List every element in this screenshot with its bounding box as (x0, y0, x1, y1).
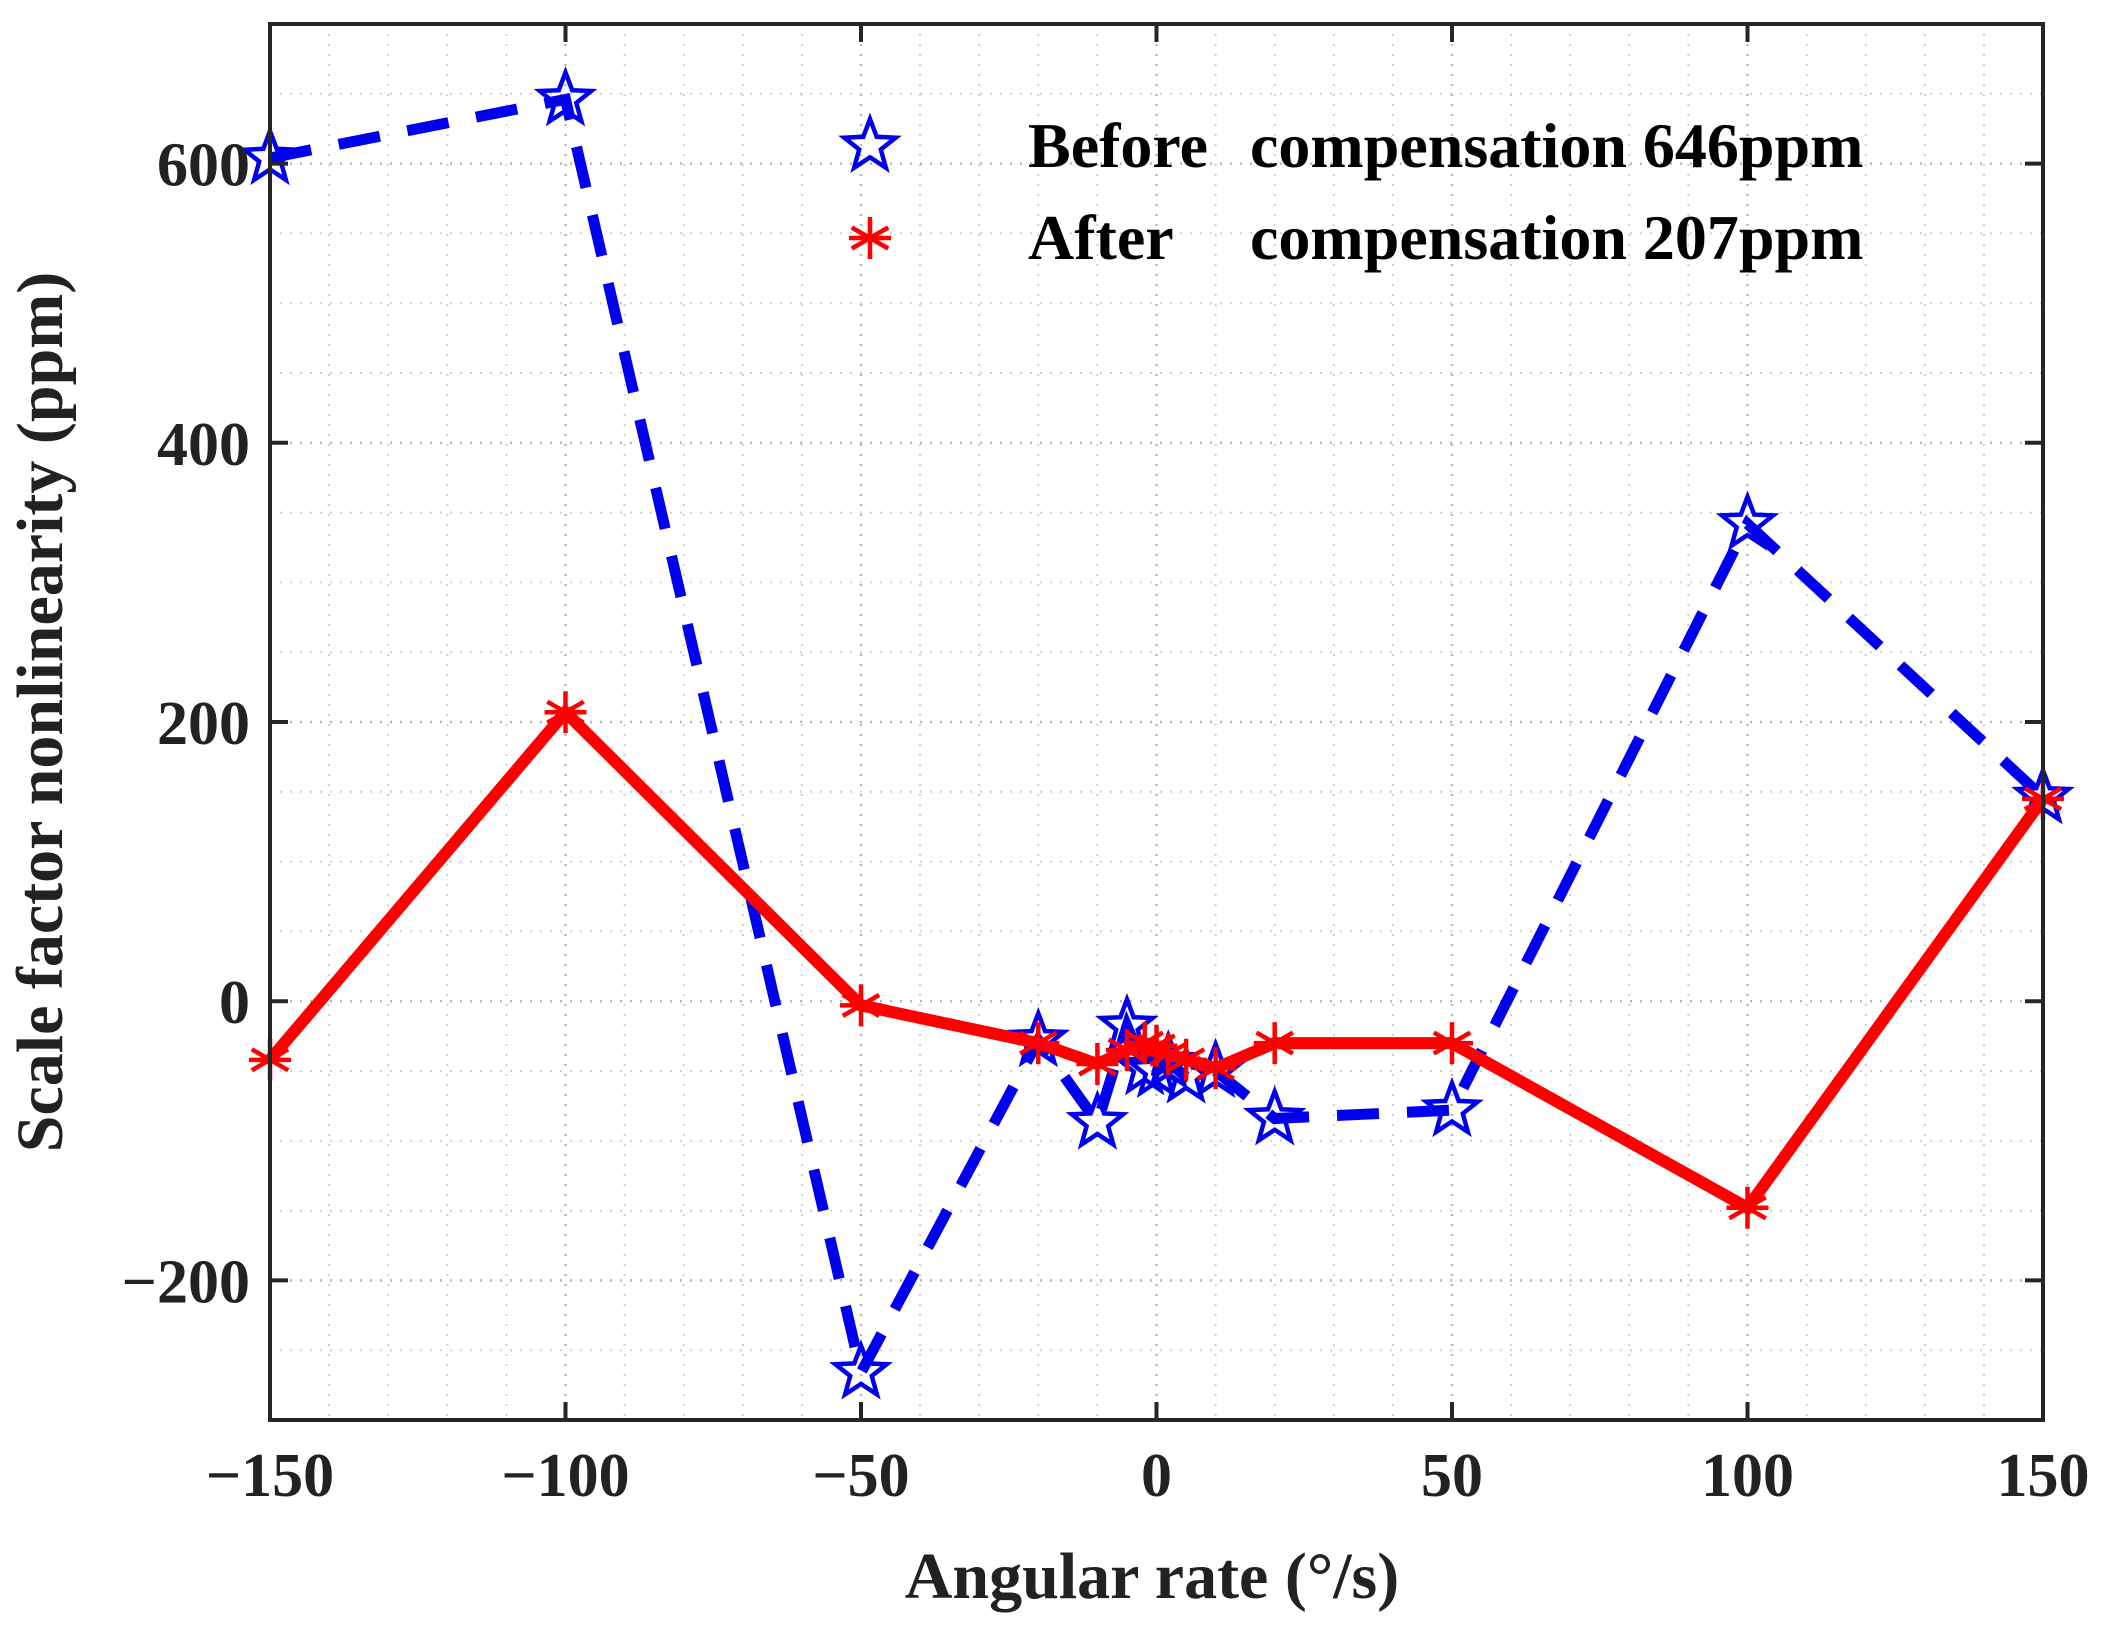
x-tick-label: −100 (501, 1442, 629, 1510)
x-axis-title: Angular rate (°/s) (905, 1540, 1399, 1613)
y-tick-label: 600 (157, 132, 250, 200)
y-axis-title: Scale factor nonlinearity (ppm) (4, 272, 77, 1153)
data-point-before (1715, 490, 1780, 551)
x-tick-label: 0 (1141, 1442, 1172, 1510)
data-point-after (840, 984, 882, 1027)
legend-label-after: After (1028, 202, 1174, 273)
x-tick-label: −150 (206, 1442, 334, 1510)
legend-asterisk-mark (849, 217, 891, 259)
legend-entry-after: After compensation 207ppm (849, 202, 1863, 273)
legend-label-before-detail: compensation 646ppm (1250, 110, 1863, 181)
legend-star-mark (838, 112, 902, 173)
y-tick-label: 0 (219, 969, 250, 1037)
data-point-after (1105, 1029, 1148, 1072)
x-tick-label: 50 (1421, 1442, 1483, 1510)
legend-label-before: Before (1028, 110, 1208, 181)
ticks (268, 24, 2045, 1420)
data-point-after (1165, 1038, 1208, 1081)
data-point-before (1065, 1089, 1130, 1150)
data-point-after (1017, 1022, 1060, 1065)
legend-marker-before-star-icon (838, 112, 902, 173)
y-tick-label: 400 (157, 411, 250, 479)
legend: Before compensation 646ppm After compens… (838, 110, 1863, 273)
y-tick-label: 200 (157, 690, 250, 758)
data-point-after (1726, 1186, 1769, 1229)
data-point-after (1194, 1047, 1237, 1090)
data-point-before (1242, 1085, 1307, 1146)
y-tick-label: −200 (122, 1248, 250, 1316)
data-point-after (544, 691, 587, 734)
x-tick-label: 100 (1701, 1442, 1794, 1510)
data-point-before (829, 1339, 893, 1400)
y-tick-labels: −200 0 200 400 600 (122, 132, 250, 1317)
legend-label-after-detail: compensation 207ppm (1250, 202, 1863, 273)
data-point-after (1431, 1022, 1473, 1065)
x-tick-labels: −150 −100 −50 0 50 100 150 (206, 1442, 2090, 1510)
data-point-after (1076, 1043, 1119, 1085)
data-point-after (1147, 1033, 1190, 1076)
x-tick-label: 150 (1997, 1442, 2090, 1510)
data-point-after (1123, 1022, 1166, 1065)
x-tick-label: −50 (812, 1442, 909, 1510)
legend-marker-after-asterisk-icon (849, 217, 891, 259)
data-point-before (1420, 1076, 1484, 1138)
data-point-before (533, 66, 598, 127)
data-point-after (1253, 1022, 1296, 1065)
legend-entry-before: Before compensation 646ppm (838, 110, 1863, 181)
